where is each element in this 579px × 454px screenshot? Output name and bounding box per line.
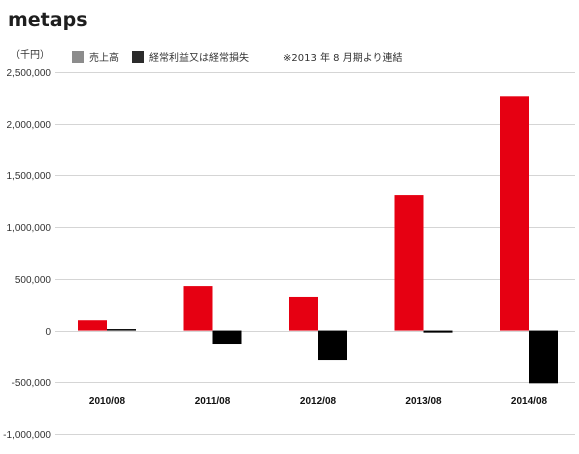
y-tick-label: 1,500,000: [7, 171, 52, 182]
bar-ordinary-profit-2013-08: [423, 330, 453, 333]
x-axis-category-labels: 2010/08 2011/08 2012/08 2013/08 2014/08: [89, 396, 548, 407]
bar-sales-2010-08: [78, 320, 107, 331]
bar-sales-2011-08: [183, 286, 213, 331]
bar-sales-2014-08: [500, 96, 529, 331]
unit-label: （千円）: [10, 49, 50, 61]
brand-logo-text: metaps: [8, 9, 88, 31]
bar-ordinary-profit-2010-08: [107, 329, 136, 331]
legend: 売上高 経常利益又は経常損失: [72, 51, 249, 64]
y-tick-label: 0: [45, 327, 51, 338]
x-category-label: 2010/08: [89, 396, 126, 407]
x-category-label: 2014/08: [511, 396, 548, 407]
x-category-label: 2013/08: [405, 396, 442, 407]
x-category-label: 2011/08: [195, 396, 231, 407]
legend-label-sales: 売上高: [89, 51, 119, 64]
y-tick-label: 500,000: [15, 275, 52, 286]
x-category-label: 2012/08: [300, 396, 337, 407]
y-axis-tick-labels: 2,500,000 2,000,000 1,500,000 1,000,000 500,…: [3, 68, 51, 441]
y-tick-label: 2,000,000: [7, 120, 52, 131]
bar-ordinary-profit-2011-08: [212, 330, 242, 345]
legend-label-ordinary-profit: 経常利益又は経常損失: [149, 51, 249, 64]
legend-swatch-ordinary-profit: [132, 51, 144, 63]
grid: [55, 72, 575, 435]
consolidation-note: ※2013 年 8 月期より連結: [283, 51, 403, 64]
bar-sales-2013-08: [394, 195, 424, 331]
bar-ordinary-profit-2014-08: [529, 330, 558, 384]
legend-swatch-sales: [72, 51, 84, 63]
y-tick-label: -1,000,000: [3, 430, 51, 441]
bar-sales-2012-08: [289, 296, 318, 331]
bars: [78, 96, 558, 384]
y-tick-label: -500,000: [12, 378, 52, 389]
y-tick-label: 1,000,000: [7, 223, 52, 234]
bar-ordinary-profit-2012-08: [318, 330, 347, 361]
y-tick-label: 2,500,000: [7, 68, 52, 79]
